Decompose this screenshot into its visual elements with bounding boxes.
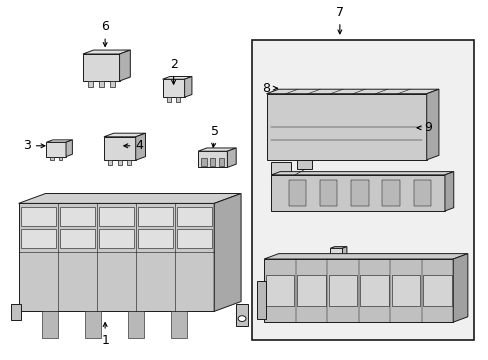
Polygon shape <box>444 172 453 211</box>
Polygon shape <box>135 133 145 160</box>
Polygon shape <box>46 140 72 142</box>
Polygon shape <box>266 89 438 94</box>
Polygon shape <box>271 175 444 211</box>
Bar <box>20 229 56 248</box>
Polygon shape <box>329 247 346 248</box>
Polygon shape <box>171 311 186 338</box>
Polygon shape <box>198 148 236 151</box>
Text: 3: 3 <box>23 139 45 152</box>
Polygon shape <box>176 97 180 102</box>
Bar <box>236 304 248 326</box>
Polygon shape <box>201 158 206 166</box>
Bar <box>138 229 173 248</box>
Polygon shape <box>214 194 241 311</box>
Text: 5: 5 <box>211 125 219 147</box>
Bar <box>296 275 325 306</box>
Bar <box>99 207 134 226</box>
Bar <box>413 180 430 206</box>
Polygon shape <box>59 157 62 160</box>
Polygon shape <box>166 97 170 102</box>
Bar <box>251 40 473 340</box>
Bar <box>297 161 311 170</box>
Polygon shape <box>118 160 122 165</box>
Polygon shape <box>82 50 130 54</box>
Bar <box>319 180 337 206</box>
Polygon shape <box>332 259 334 262</box>
Polygon shape <box>88 81 92 87</box>
Polygon shape <box>162 77 191 79</box>
Polygon shape <box>82 54 119 81</box>
Polygon shape <box>329 248 342 259</box>
Polygon shape <box>266 94 426 160</box>
Text: 6: 6 <box>101 21 109 46</box>
Polygon shape <box>99 81 103 87</box>
Bar <box>138 207 173 226</box>
Bar <box>256 281 265 319</box>
Polygon shape <box>210 158 215 166</box>
Polygon shape <box>66 140 72 157</box>
Bar <box>328 275 356 306</box>
Polygon shape <box>128 311 143 338</box>
Bar <box>271 162 290 178</box>
Text: 9: 9 <box>416 121 431 134</box>
Text: 1: 1 <box>101 323 109 347</box>
Polygon shape <box>50 157 54 160</box>
Polygon shape <box>452 254 467 322</box>
Bar <box>60 207 95 226</box>
Polygon shape <box>19 203 214 311</box>
Polygon shape <box>264 259 452 322</box>
Bar <box>350 180 368 206</box>
Polygon shape <box>119 50 130 81</box>
Polygon shape <box>184 77 191 97</box>
Bar <box>359 275 388 306</box>
Polygon shape <box>42 311 58 338</box>
Bar <box>177 207 212 226</box>
Polygon shape <box>108 160 112 165</box>
Text: 4: 4 <box>123 139 143 152</box>
Text: 2: 2 <box>169 58 177 84</box>
Text: 8: 8 <box>262 82 277 95</box>
Polygon shape <box>127 160 131 165</box>
Polygon shape <box>162 79 184 97</box>
Polygon shape <box>110 81 114 87</box>
Bar <box>265 275 293 306</box>
Polygon shape <box>46 142 66 157</box>
Polygon shape <box>198 151 227 167</box>
Bar <box>288 180 305 206</box>
Bar <box>60 229 95 248</box>
Bar <box>99 229 134 248</box>
Bar <box>20 207 56 226</box>
Polygon shape <box>337 259 340 262</box>
Bar <box>422 275 451 306</box>
Polygon shape <box>219 158 224 166</box>
Text: 7: 7 <box>335 6 343 34</box>
Circle shape <box>238 316 245 321</box>
Polygon shape <box>426 89 438 160</box>
Bar <box>391 275 419 306</box>
Polygon shape <box>103 137 135 160</box>
Polygon shape <box>271 172 453 175</box>
Polygon shape <box>103 133 145 137</box>
Bar <box>382 180 399 206</box>
Bar <box>177 229 212 248</box>
Polygon shape <box>264 254 467 259</box>
Polygon shape <box>227 148 236 167</box>
Polygon shape <box>19 194 241 203</box>
Bar <box>11 304 21 320</box>
Polygon shape <box>342 247 346 259</box>
Polygon shape <box>85 311 101 338</box>
